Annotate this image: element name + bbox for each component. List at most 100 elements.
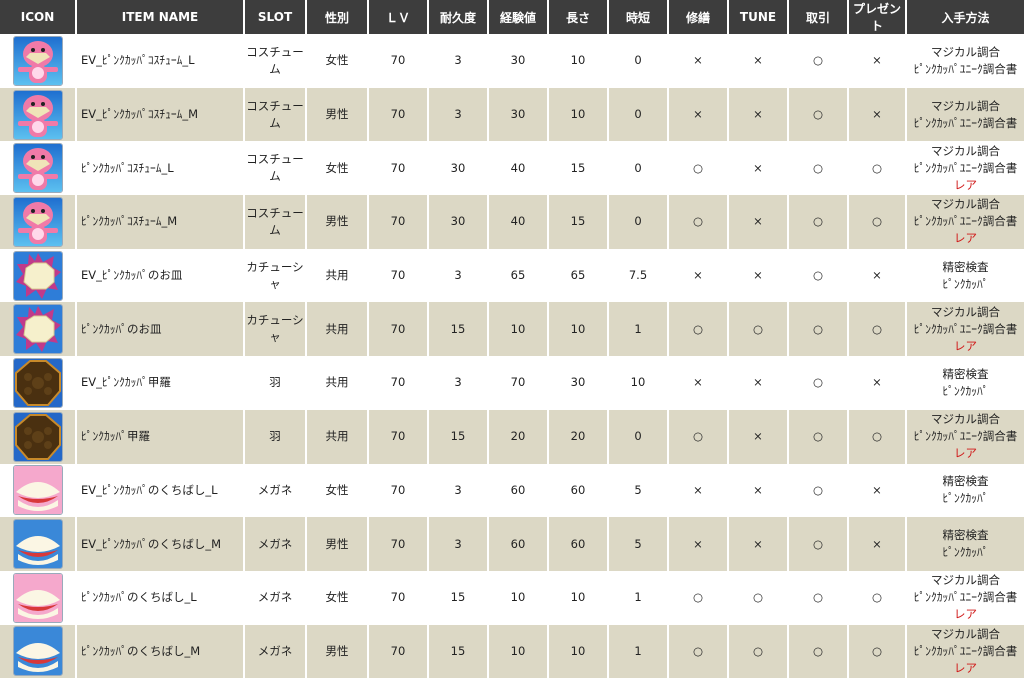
length: 20 xyxy=(547,409,608,464)
tune-flag: × xyxy=(727,248,788,303)
level: 70 xyxy=(367,195,428,249)
durability: 3 xyxy=(427,248,488,303)
experience: 40 xyxy=(487,195,548,249)
present-flag: × xyxy=(847,34,906,88)
level: 70 xyxy=(367,141,428,196)
obtain-method: マジカル調合 ﾋﾟﾝｸｶｯﾊﾟﾕﾆｰｸ調合書 レア xyxy=(905,195,1024,249)
slot: カチューシャ xyxy=(243,248,306,303)
tune-flag: × xyxy=(727,463,788,518)
icon-cell xyxy=(0,571,76,625)
item-name: ﾋﾟﾝｸｶｯﾊﾟのお皿 xyxy=(75,302,244,357)
obtain-method: マジカル調合 ﾋﾟﾝｸｶｯﾊﾟﾕﾆｰｸ調合書 レア xyxy=(905,570,1024,625)
item-name: ﾋﾟﾝｸｶｯﾊﾟｺｽﾁｭｰﾑ_M xyxy=(75,195,244,249)
costume-icon xyxy=(12,35,63,86)
experience: 60 xyxy=(487,517,548,571)
table-row: ﾋﾟﾝｸｶｯﾊﾟのくちばし_L メガネ 女性 70 15 10 10 1 ○ ○ ○ ○ マジカル調合ﾋ… xyxy=(0,570,1024,625)
table-row: EV_ﾋﾟﾝｸｶｯﾊﾟｺｽﾁｭｰﾑ_M コスチューム 男性 70 3 30 10 0 × × ○ × マ… xyxy=(0,87,1024,142)
obtain-line: マジカル調合 xyxy=(931,143,1000,158)
obtain-line: マジカル調合 xyxy=(931,98,1000,113)
durability: 3 xyxy=(427,356,488,410)
item-name: ﾋﾟﾝｸｶｯﾊﾟ甲羅 xyxy=(75,409,244,464)
level: 70 xyxy=(367,87,428,142)
length: 10 xyxy=(547,87,608,142)
trade-flag: ○ xyxy=(787,517,848,571)
column-header: TUNE xyxy=(727,0,788,34)
length: 10 xyxy=(547,624,608,678)
level: 70 xyxy=(367,34,428,88)
time-shorten: 1 xyxy=(607,570,668,625)
tune-flag: × xyxy=(727,34,788,88)
durability: 3 xyxy=(427,87,488,142)
trade-flag: ○ xyxy=(787,570,848,625)
costume-icon xyxy=(12,89,63,140)
item-name: EV_ﾋﾟﾝｸｶｯﾊﾟのお皿 xyxy=(75,248,244,303)
icon-cell xyxy=(0,302,76,357)
tune-flag: × xyxy=(727,195,788,249)
experience: 70 xyxy=(487,356,548,410)
level: 70 xyxy=(367,302,428,357)
rare-label: レア xyxy=(954,231,977,246)
slot: コスチューム xyxy=(243,195,306,249)
rare-label: レア xyxy=(954,607,977,622)
repair-flag: ○ xyxy=(667,302,728,357)
obtain-line: マジカル調合 xyxy=(931,304,1000,319)
durability: 15 xyxy=(427,624,488,678)
tune-flag: × xyxy=(727,356,788,410)
experience: 65 xyxy=(487,248,548,303)
gender: 男性 xyxy=(305,87,368,142)
rare-label: レア xyxy=(954,446,977,461)
table-row: ﾋﾟﾝｸｶｯﾊﾟｺｽﾁｭｰﾑ_L コスチューム 女性 70 30 40 15 0 ○ × ○ ○ マジカ… xyxy=(0,141,1024,196)
item-name: ﾋﾟﾝｸｶｯﾊﾟｺｽﾁｭｰﾑ_L xyxy=(75,141,244,196)
repair-flag: ○ xyxy=(667,195,728,249)
tune-flag: ○ xyxy=(727,302,788,357)
obtain-line: ﾋﾟﾝｸｶｯﾊﾟ xyxy=(942,276,989,291)
obtain-line: 精密検査 xyxy=(942,474,989,489)
level: 70 xyxy=(367,356,428,410)
obtain-method: マジカル調合 ﾋﾟﾝｸｶｯﾊﾟﾕﾆｰｸ調合書 xyxy=(905,87,1024,142)
obtain-line: ﾋﾟﾝｸｶｯﾊﾟ xyxy=(942,383,989,398)
present-flag: × xyxy=(847,356,906,410)
table-row: ﾋﾟﾝｸｶｯﾊﾟのくちばし_M メガネ 男性 70 15 10 10 1 ○ ○ ○ ○ マジカル調合ﾋ… xyxy=(0,624,1024,678)
time-shorten: 10 xyxy=(607,356,668,410)
obtain-line: ﾋﾟﾝｸｶｯﾊﾟﾕﾆｰｸ調合書 xyxy=(913,214,1018,229)
slot: メガネ xyxy=(243,463,306,518)
plate-icon xyxy=(12,250,63,301)
time-shorten: 0 xyxy=(607,34,668,88)
obtain-line: 精密検査 xyxy=(942,259,989,274)
present-flag: ○ xyxy=(847,141,906,196)
slot: コスチューム xyxy=(243,141,306,196)
obtain-line: ﾋﾟﾝｸｶｯﾊﾟ xyxy=(942,491,989,506)
icon-cell xyxy=(0,195,76,249)
obtain-method: 精密検査 ﾋﾟﾝｸｶｯﾊﾟ xyxy=(905,517,1024,571)
column-header: 長さ xyxy=(547,0,608,34)
table-row: EV_ﾋﾟﾝｸｶｯﾊﾟのお皿 カチューシャ 共用 70 3 65 65 7.5 × × ○ × 精密検査… xyxy=(0,248,1024,303)
gender: 共用 xyxy=(305,356,368,410)
repair-flag: × xyxy=(667,34,728,88)
experience: 10 xyxy=(487,624,548,678)
repair-flag: × xyxy=(667,517,728,571)
item-name: EV_ﾋﾟﾝｸｶｯﾊﾟｺｽﾁｭｰﾑ_M xyxy=(75,87,244,142)
repair-flag: × xyxy=(667,463,728,518)
icon-cell xyxy=(0,87,76,142)
repair-flag: ○ xyxy=(667,570,728,625)
durability: 15 xyxy=(427,409,488,464)
plate-icon xyxy=(12,304,63,355)
length: 60 xyxy=(547,463,608,518)
column-header: 修繕 xyxy=(667,0,728,34)
gender: 男性 xyxy=(305,624,368,678)
obtain-line: 精密検査 xyxy=(942,528,989,543)
item-name: EV_ﾋﾟﾝｸｶｯﾊﾟ甲羅 xyxy=(75,356,244,410)
length: 10 xyxy=(547,302,608,357)
tune-flag: × xyxy=(727,409,788,464)
obtain-line: マジカル調合 xyxy=(931,412,1000,427)
trade-flag: ○ xyxy=(787,195,848,249)
repair-flag: ○ xyxy=(667,624,728,678)
slot: メガネ xyxy=(243,570,306,625)
present-flag: × xyxy=(847,517,906,571)
beak-pink-icon xyxy=(12,465,63,516)
tune-flag: × xyxy=(727,141,788,196)
length: 10 xyxy=(547,34,608,88)
length: 15 xyxy=(547,141,608,196)
rare-label: レア xyxy=(954,338,977,353)
